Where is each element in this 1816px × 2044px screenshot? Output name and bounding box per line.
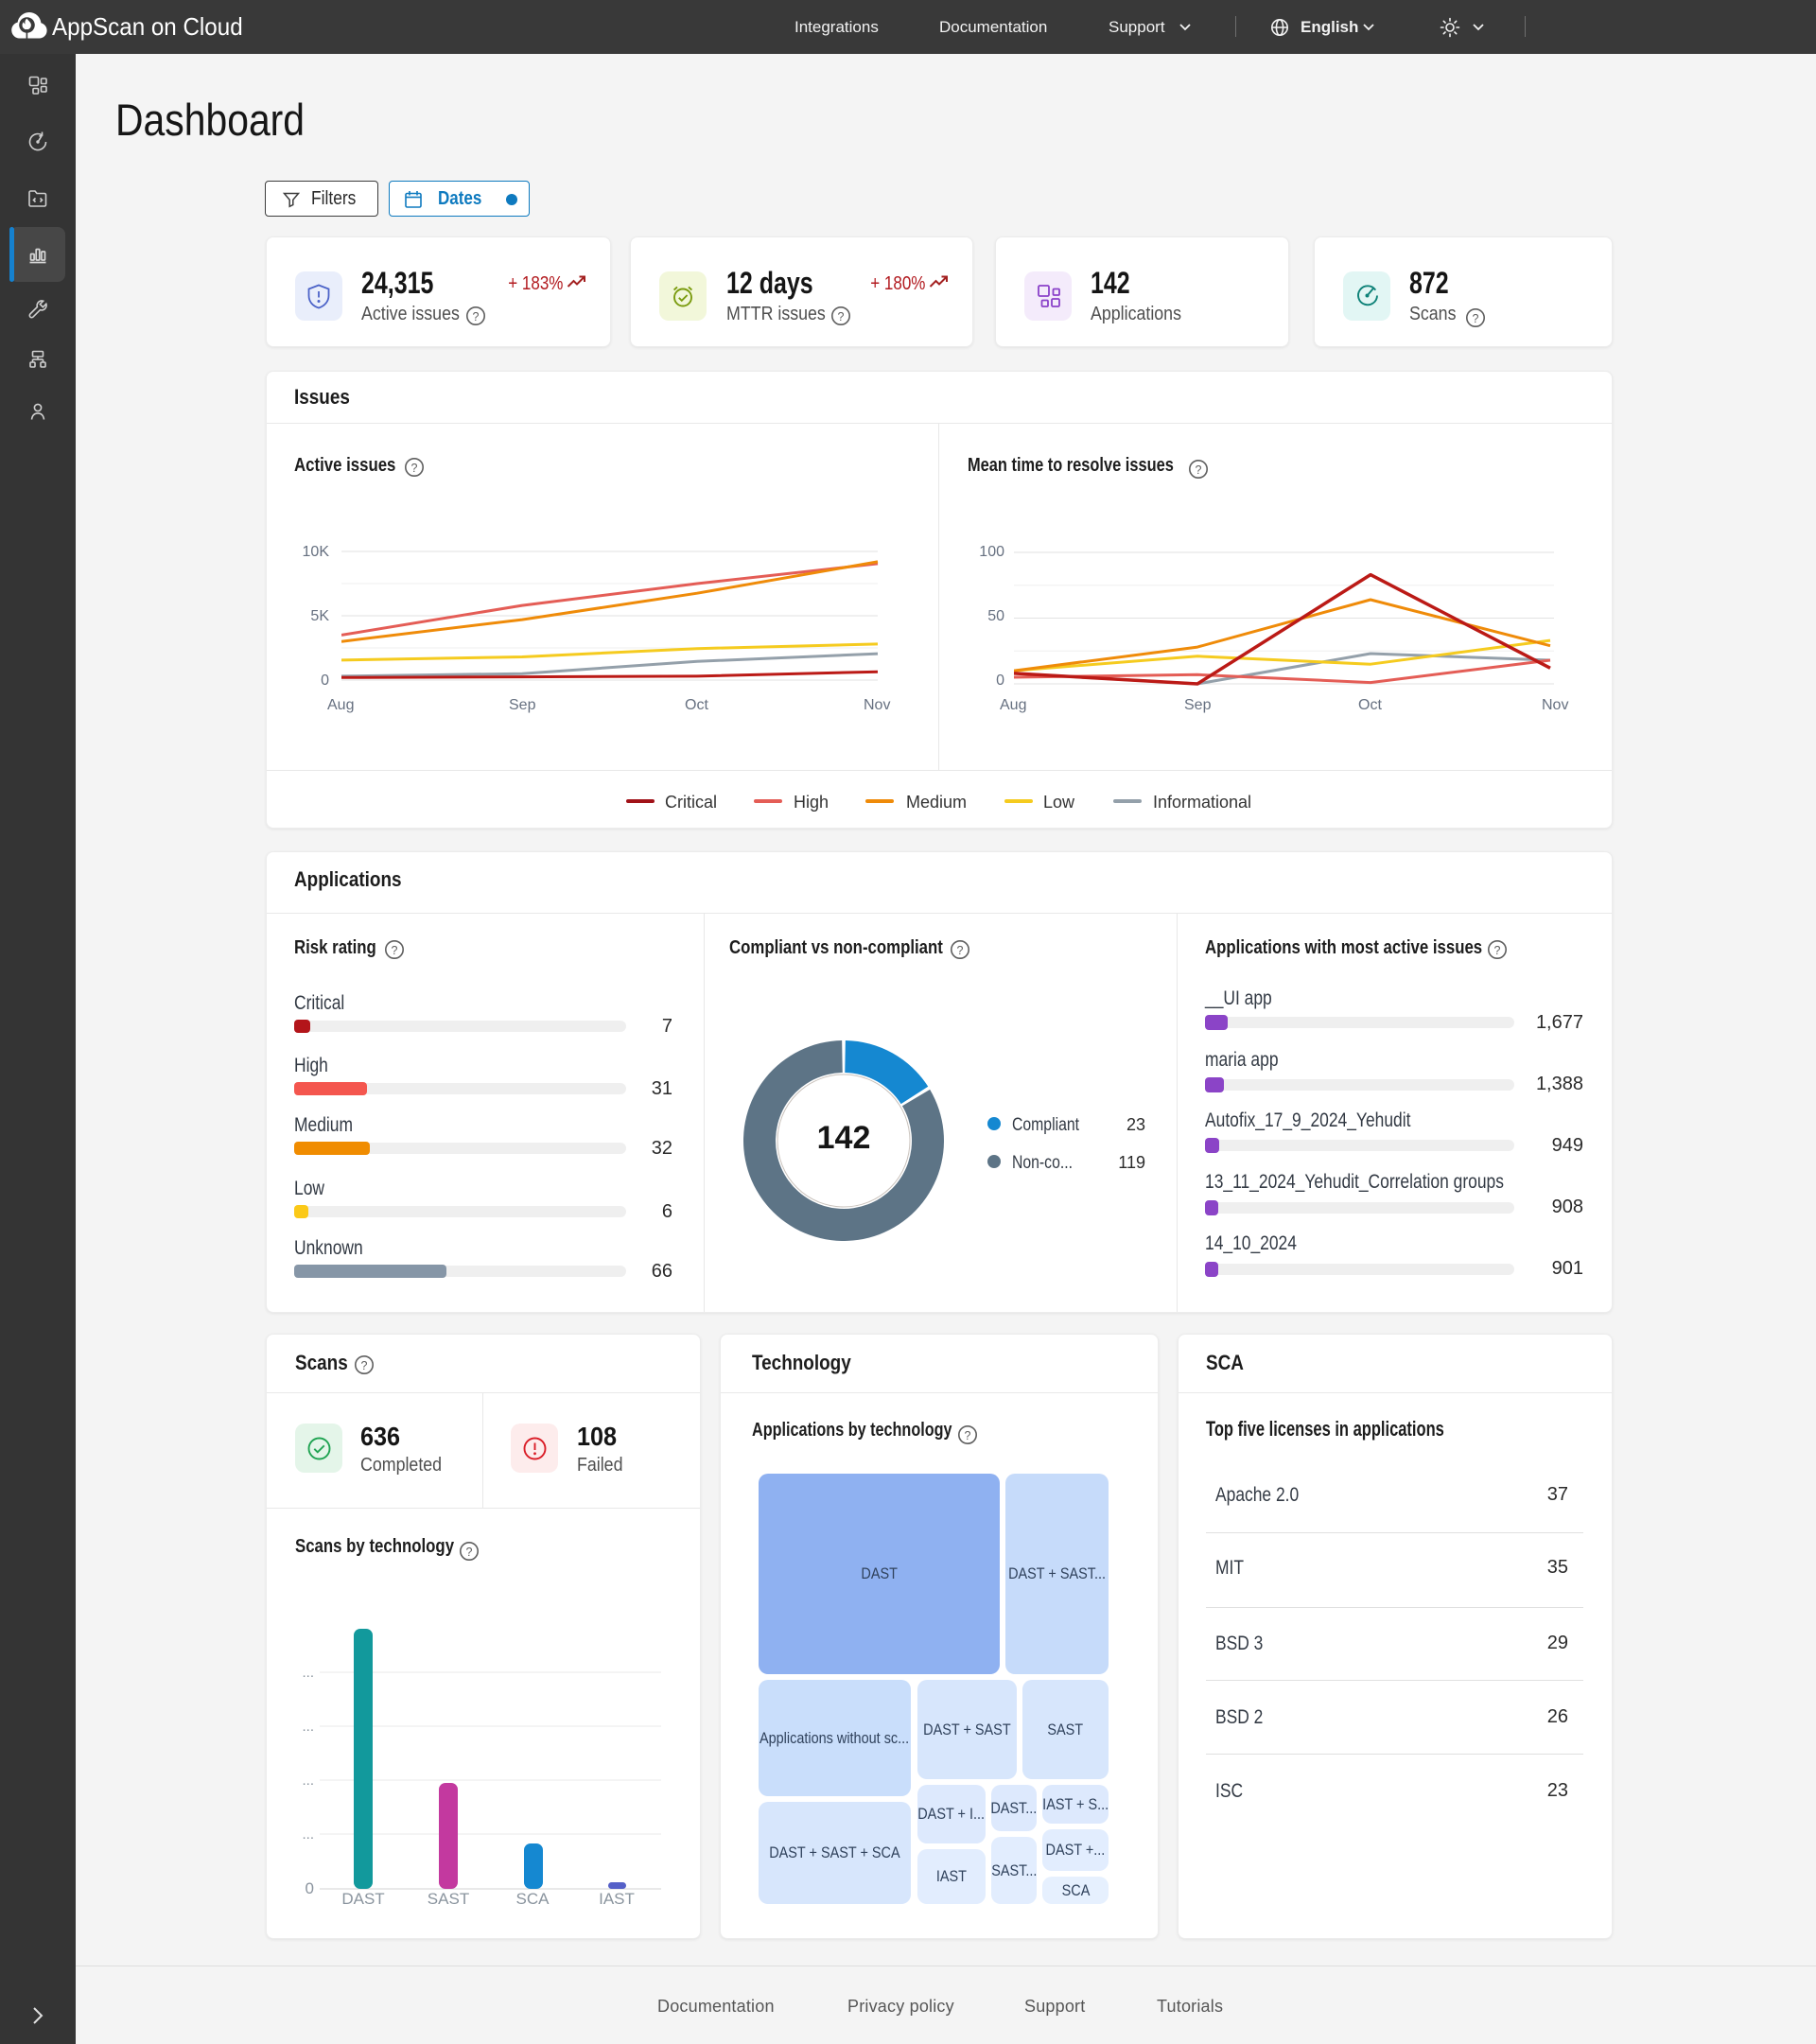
svg-text:IAST: IAST: [599, 1890, 635, 1908]
svg-text:?: ?: [1196, 463, 1202, 477]
svg-text:?: ?: [411, 462, 418, 475]
svg-text:...: ...: [302, 1773, 314, 1789]
svg-text:?: ?: [957, 944, 964, 957]
svg-text:?: ?: [473, 310, 480, 323]
svg-text:DAST: DAST: [341, 1890, 384, 1908]
svg-text:SCA: SCA: [516, 1890, 550, 1908]
svg-text:142: 142: [817, 1120, 871, 1156]
svg-text:?: ?: [1494, 944, 1501, 957]
svg-text:?: ?: [965, 1429, 971, 1442]
svg-text:?: ?: [466, 1546, 473, 1559]
svg-text:?: ?: [392, 944, 398, 957]
svg-text:...: ...: [302, 1826, 314, 1843]
svg-text:?: ?: [361, 1359, 368, 1372]
svg-text:SAST: SAST: [428, 1890, 469, 1908]
svg-text:?: ?: [838, 310, 845, 323]
svg-text:0: 0: [306, 1879, 314, 1897]
svg-text:?: ?: [1473, 312, 1479, 325]
svg-text:...: ...: [302, 1665, 314, 1681]
svg-text:...: ...: [302, 1719, 314, 1735]
